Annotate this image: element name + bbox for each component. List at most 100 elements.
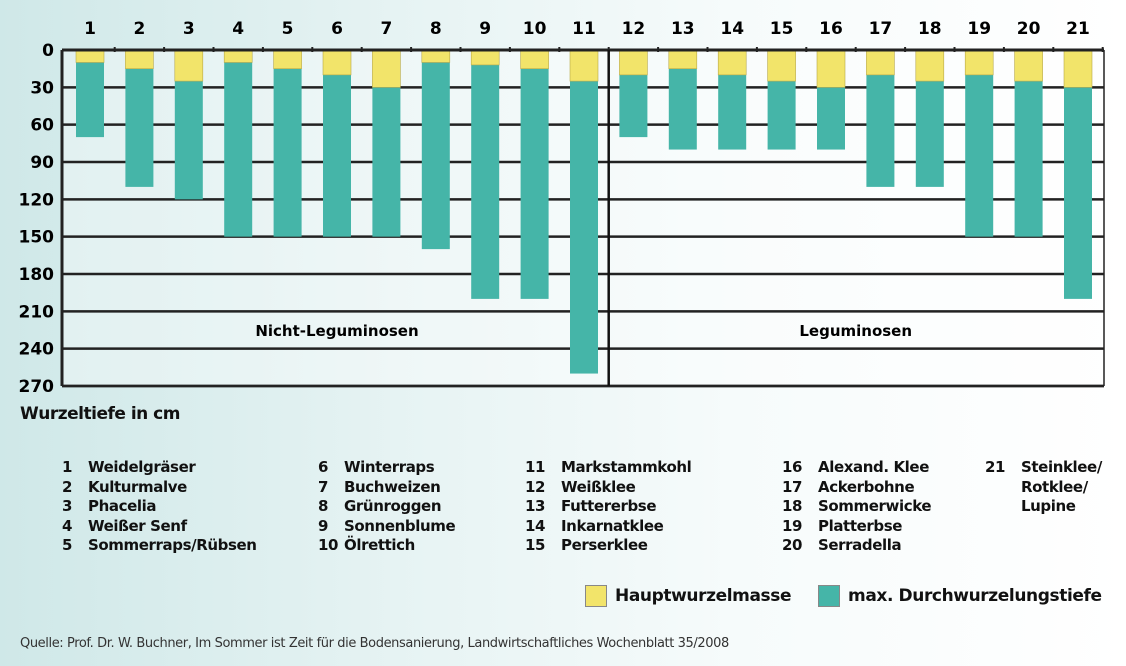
plant-list-item: Rotklee/ <box>985 478 1102 498</box>
plant-number: 16 <box>782 458 803 476</box>
x-tick-label: 8 <box>430 19 442 39</box>
bar-hauptwurzelmasse <box>470 49 500 66</box>
plant-number: 15 <box>525 536 546 554</box>
plant-number: 5 <box>62 536 73 554</box>
x-tick-label: 21 <box>1066 19 1090 39</box>
plant-number: 21 <box>985 458 1006 476</box>
bar-hauptwurzelmasse <box>125 49 154 69</box>
plant-name: Sonnenblume <box>344 516 456 535</box>
plant-name: Weißklee <box>561 477 636 496</box>
plant-list-item: 10 Ölrettich <box>318 536 455 556</box>
x-tick-label: 5 <box>282 19 294 39</box>
plant-list-item: 1 Weidelgräser <box>62 458 257 478</box>
x-tick-label: 17 <box>869 19 893 39</box>
bar-durchwurzelungstiefe <box>273 68 302 237</box>
plant-number: 12 <box>525 477 546 496</box>
plant-list-item: 12 Weißklee <box>525 478 691 498</box>
x-tick-label: 1 <box>84 19 96 39</box>
plant-list-item: 8 Grünroggen <box>318 497 455 517</box>
plant-list-item: 6 Winterraps <box>318 458 455 478</box>
bar-hauptwurzelmasse <box>1063 49 1093 88</box>
x-tick-label: 12 <box>622 19 646 39</box>
plant-number: 10 <box>318 536 339 554</box>
plant-list-column: 16 Alexand. Klee 17 Ackerbohne 18 Sommerwicke… <box>782 458 932 556</box>
plant-list-item: 21 Steinklee/ <box>985 458 1102 478</box>
plant-name: Platterbse <box>818 516 903 535</box>
bar-hauptwurzelmasse <box>322 49 352 76</box>
x-tick-label: 9 <box>479 19 491 39</box>
legend-item-hauptwurzelmasse: Hauptwurzelmasse <box>585 585 791 607</box>
bar-durchwurzelungstiefe <box>718 74 747 150</box>
bar-hauptwurzelmasse <box>421 49 451 63</box>
plant-number: 7 <box>318 477 329 496</box>
plant-list-column: 21 Steinklee/Rotklee/Lupine <box>985 458 1102 517</box>
plant-number: 2 <box>62 477 73 496</box>
plant-number: 1 <box>62 458 73 476</box>
x-tick-label: 11 <box>572 19 596 39</box>
bar-hauptwurzelmasse <box>866 49 895 76</box>
x-tick-label: 6 <box>331 19 343 39</box>
plant-name: Sommerraps/Rübsen <box>88 536 257 554</box>
plant-name: Alexand. Klee <box>818 458 929 476</box>
bar-durchwurzelungstiefe <box>421 62 450 250</box>
x-tick-label: 4 <box>232 19 244 39</box>
y-tick-label: 30 <box>30 78 54 98</box>
plant-number <box>985 478 1021 498</box>
plant-name: Rotklee/ <box>1021 477 1088 496</box>
plant-list-item: 13 Futtererbse <box>525 497 691 517</box>
bar-hauptwurzelmasse <box>668 49 698 69</box>
plant-list-item: 14 Inkarnatklee <box>525 517 691 537</box>
x-tick-label: 14 <box>720 19 744 39</box>
bar-durchwurzelungstiefe <box>668 68 697 150</box>
plant-list-item: 7 Buchweizen <box>318 478 455 498</box>
bar-durchwurzelungstiefe <box>1064 87 1092 299</box>
y-tick-label: 90 <box>30 153 54 173</box>
plant-name: Weißer Senf <box>88 516 187 535</box>
bar-hauptwurzelmasse <box>964 49 994 76</box>
plant-number: 14 <box>525 516 546 535</box>
plant-list-item: 5 Sommerraps/Rübsen <box>62 536 257 556</box>
bar-hauptwurzelmasse <box>816 49 846 88</box>
x-tick-label: 13 <box>671 19 695 39</box>
legend-label: Hauptwurzelmasse <box>615 586 792 606</box>
plant-list-item: 18 Sommerwicke <box>782 497 932 517</box>
legend-swatch-teal <box>818 585 840 607</box>
plant-list-item: 16 Alexand. Klee <box>782 458 931 478</box>
bar-hauptwurzelmasse <box>273 49 302 69</box>
bar-hauptwurzelmasse <box>915 49 945 82</box>
y-tick-label: 270 <box>19 377 55 397</box>
plant-list-column: 1 Weidelgräser 2 Kulturmalve 3 Phacelia 4 Weiße… <box>62 458 257 556</box>
legend-label: max. Durchwurzelungstiefe <box>848 586 1102 606</box>
plant-list-item: Lupine <box>985 497 1102 517</box>
plant-number: 4 <box>62 516 73 535</box>
plant-number: 13 <box>525 497 546 515</box>
plant-name: Futtererbse <box>561 497 657 515</box>
plant-name: Phacelia <box>88 497 157 515</box>
bar-durchwurzelungstiefe <box>520 68 549 299</box>
plant-number: 19 <box>782 516 803 535</box>
plant-number: 8 <box>318 497 329 515</box>
plant-list-item: 17 Ackerbohne <box>782 478 931 498</box>
plant-name: Lupine <box>1021 497 1076 515</box>
y-tick-label: 120 <box>19 190 55 210</box>
bar-durchwurzelungstiefe <box>866 74 895 187</box>
x-tick-label: 19 <box>967 19 991 39</box>
plant-name: Winterraps <box>344 458 435 476</box>
bar-durchwurzelungstiefe <box>570 81 598 374</box>
y-axis-label: Wurzeltiefe in cm <box>20 404 180 424</box>
y-tick-label: 0 <box>42 41 54 61</box>
y-tick-label: 210 <box>19 302 55 322</box>
bar-durchwurzelungstiefe <box>125 68 154 187</box>
x-tick-label: 18 <box>918 19 942 39</box>
plant-list-item: 19 Platterbse <box>782 517 931 537</box>
plant-number: 17 <box>782 477 803 496</box>
y-tick-label: 240 <box>19 340 55 360</box>
legend-item-durchwurzelungstiefe: max. Durchwurzelungstiefe <box>818 585 1102 607</box>
bar-durchwurzelungstiefe <box>372 87 401 237</box>
y-tick-label: 180 <box>19 265 55 285</box>
bar-hauptwurzelmasse <box>569 49 599 82</box>
plant-list-item: 4 Weißer Senf <box>62 517 257 537</box>
plant-list-item: 15 Perserklee <box>525 536 691 556</box>
plant-list-item: 2 Kulturmalve <box>62 478 257 498</box>
group-label: Leguminosen <box>799 322 912 340</box>
